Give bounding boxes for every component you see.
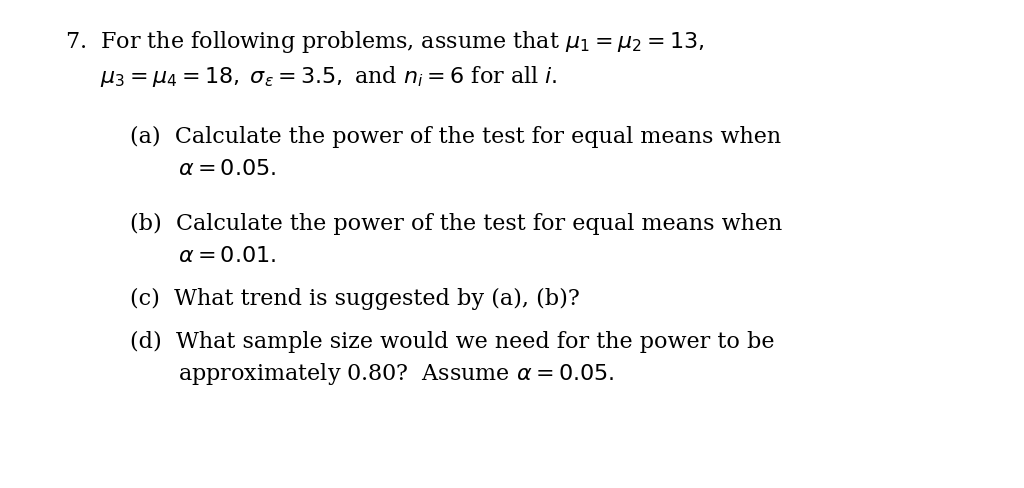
Text: (a)  Calculate the power of the test for equal means when: (a) Calculate the power of the test for … — [130, 126, 781, 148]
Text: $\alpha = 0.01.$: $\alpha = 0.01.$ — [178, 245, 276, 267]
Text: $\mu_3 = \mu_4 = 18,\; \sigma_\epsilon = 3.5,$ and $n_i = 6$ for all $i.$: $\mu_3 = \mu_4 = 18,\; \sigma_\epsilon =… — [100, 64, 557, 89]
Text: $\alpha = 0.05.$: $\alpha = 0.05.$ — [178, 158, 276, 180]
Text: (d)  What sample size would we need for the power to be: (d) What sample size would we need for t… — [130, 331, 774, 353]
Text: 7.  For the following problems, assume that $\mu_1 = \mu_2 = 13,$: 7. For the following problems, assume th… — [65, 29, 705, 55]
Text: (b)  Calculate the power of the test for equal means when: (b) Calculate the power of the test for … — [130, 213, 782, 235]
Text: approximately 0.80?  Assume $\alpha = 0.05.$: approximately 0.80? Assume $\alpha = 0.0… — [178, 361, 614, 387]
Text: (c)  What trend is suggested by (a), (b)?: (c) What trend is suggested by (a), (b)? — [130, 288, 580, 310]
